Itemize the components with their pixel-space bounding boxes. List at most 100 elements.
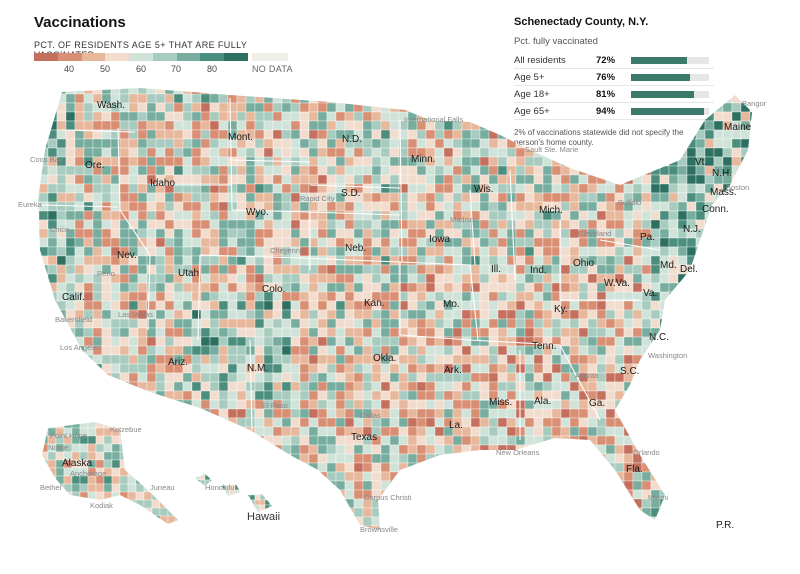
county-cell[interactable] bbox=[74, 498, 85, 509]
county-cell[interactable] bbox=[731, 399, 742, 410]
county-cell[interactable] bbox=[353, 120, 364, 131]
county-cell[interactable] bbox=[407, 399, 418, 410]
county-cell[interactable] bbox=[191, 417, 202, 428]
county-cell[interactable] bbox=[452, 192, 463, 203]
county-cell[interactable] bbox=[759, 265, 768, 274]
county-cell[interactable] bbox=[65, 129, 76, 140]
county-cell[interactable] bbox=[605, 111, 616, 122]
county-cell[interactable] bbox=[686, 138, 697, 149]
county-cell[interactable] bbox=[111, 451, 121, 461]
county-cell[interactable] bbox=[317, 408, 328, 419]
county-cell[interactable] bbox=[190, 484, 196, 491]
county-cell[interactable] bbox=[362, 210, 373, 221]
county-cell[interactable] bbox=[407, 282, 418, 293]
county-cell[interactable] bbox=[308, 165, 319, 176]
county-cell[interactable] bbox=[470, 516, 481, 527]
county-cell[interactable] bbox=[731, 435, 742, 446]
county-cell[interactable] bbox=[650, 156, 661, 167]
county-cell[interactable] bbox=[542, 462, 553, 473]
county-cell[interactable] bbox=[281, 462, 292, 473]
county-cell[interactable] bbox=[515, 300, 526, 311]
county-cell[interactable] bbox=[695, 408, 706, 419]
county-cell[interactable] bbox=[344, 120, 355, 131]
county-cell[interactable] bbox=[470, 138, 481, 149]
county-cell[interactable] bbox=[524, 363, 535, 374]
county-cell[interactable] bbox=[182, 120, 193, 131]
county-cell[interactable] bbox=[722, 363, 733, 374]
county-cell[interactable] bbox=[416, 516, 427, 527]
county-cell[interactable] bbox=[30, 120, 40, 131]
county-cell[interactable] bbox=[254, 435, 265, 446]
county-cell[interactable] bbox=[479, 120, 490, 131]
county-cell[interactable] bbox=[83, 300, 94, 311]
county-cell[interactable] bbox=[146, 525, 157, 535]
county-cell[interactable] bbox=[686, 489, 697, 500]
county-cell[interactable] bbox=[389, 372, 400, 383]
county-cell[interactable] bbox=[677, 192, 688, 203]
county-cell[interactable] bbox=[317, 390, 328, 401]
county-cell[interactable] bbox=[87, 515, 97, 524]
county-cell[interactable] bbox=[560, 111, 571, 122]
county-cell[interactable] bbox=[731, 264, 742, 275]
county-cell[interactable] bbox=[227, 453, 238, 464]
county-cell[interactable] bbox=[263, 525, 274, 535]
county-cell[interactable] bbox=[416, 129, 427, 140]
county-cell[interactable] bbox=[119, 237, 130, 248]
county-cell[interactable] bbox=[317, 255, 328, 266]
county-cell[interactable] bbox=[497, 282, 508, 293]
county-cell[interactable] bbox=[389, 426, 400, 437]
county-cell[interactable] bbox=[398, 237, 409, 248]
county-cell[interactable] bbox=[677, 399, 688, 410]
county-cell[interactable] bbox=[227, 147, 238, 158]
county-cell[interactable] bbox=[623, 264, 634, 275]
county-cell[interactable] bbox=[269, 479, 275, 486]
county-cell[interactable] bbox=[299, 255, 310, 266]
county-cell[interactable] bbox=[353, 282, 364, 293]
county-cell[interactable] bbox=[236, 399, 247, 410]
county-cell[interactable] bbox=[759, 220, 768, 229]
county-cell[interactable] bbox=[641, 129, 652, 140]
county-cell[interactable] bbox=[695, 237, 706, 248]
county-cell[interactable] bbox=[551, 102, 562, 113]
county-cell[interactable] bbox=[227, 525, 238, 535]
county-cell[interactable] bbox=[173, 372, 184, 383]
county-cell[interactable] bbox=[515, 183, 526, 194]
county-cell[interactable] bbox=[259, 474, 266, 481]
county-cell[interactable] bbox=[740, 498, 751, 509]
county-cell[interactable] bbox=[497, 507, 508, 518]
county-cell[interactable] bbox=[623, 516, 634, 527]
county-cell[interactable] bbox=[30, 318, 40, 329]
county-cell[interactable] bbox=[326, 435, 337, 446]
county-cell[interactable] bbox=[470, 498, 481, 509]
county-cell[interactable] bbox=[95, 483, 105, 493]
county-cell[interactable] bbox=[218, 273, 229, 284]
county-cell[interactable] bbox=[704, 408, 715, 419]
county-cell[interactable] bbox=[389, 507, 400, 518]
county-cell[interactable] bbox=[326, 246, 337, 257]
county-cell[interactable] bbox=[587, 327, 598, 338]
county-cell[interactable] bbox=[605, 525, 616, 535]
county-cell[interactable] bbox=[254, 499, 261, 506]
county-cell[interactable] bbox=[40, 523, 49, 532]
county-cell[interactable] bbox=[83, 192, 94, 203]
county-cell[interactable] bbox=[111, 483, 121, 493]
county-cell[interactable] bbox=[299, 417, 310, 428]
county-cell[interactable] bbox=[551, 120, 562, 131]
county-cell[interactable] bbox=[200, 318, 211, 329]
county-cell[interactable] bbox=[686, 399, 697, 410]
county-cell[interactable] bbox=[182, 102, 193, 113]
county-cell[interactable] bbox=[127, 475, 137, 485]
county-cell[interactable] bbox=[317, 462, 328, 473]
county-cell[interactable] bbox=[344, 399, 355, 410]
county-cell[interactable] bbox=[236, 282, 247, 293]
county-cell[interactable] bbox=[245, 246, 256, 257]
county-cell[interactable] bbox=[488, 291, 499, 302]
county-cell[interactable] bbox=[362, 363, 373, 374]
county-cell[interactable] bbox=[119, 525, 130, 535]
county-cell[interactable] bbox=[135, 507, 145, 517]
county-cell[interactable] bbox=[290, 85, 301, 95]
county-cell[interactable] bbox=[542, 156, 553, 167]
county-cell[interactable] bbox=[596, 444, 607, 455]
county-cell[interactable] bbox=[524, 246, 535, 257]
county-cell[interactable] bbox=[38, 255, 49, 266]
